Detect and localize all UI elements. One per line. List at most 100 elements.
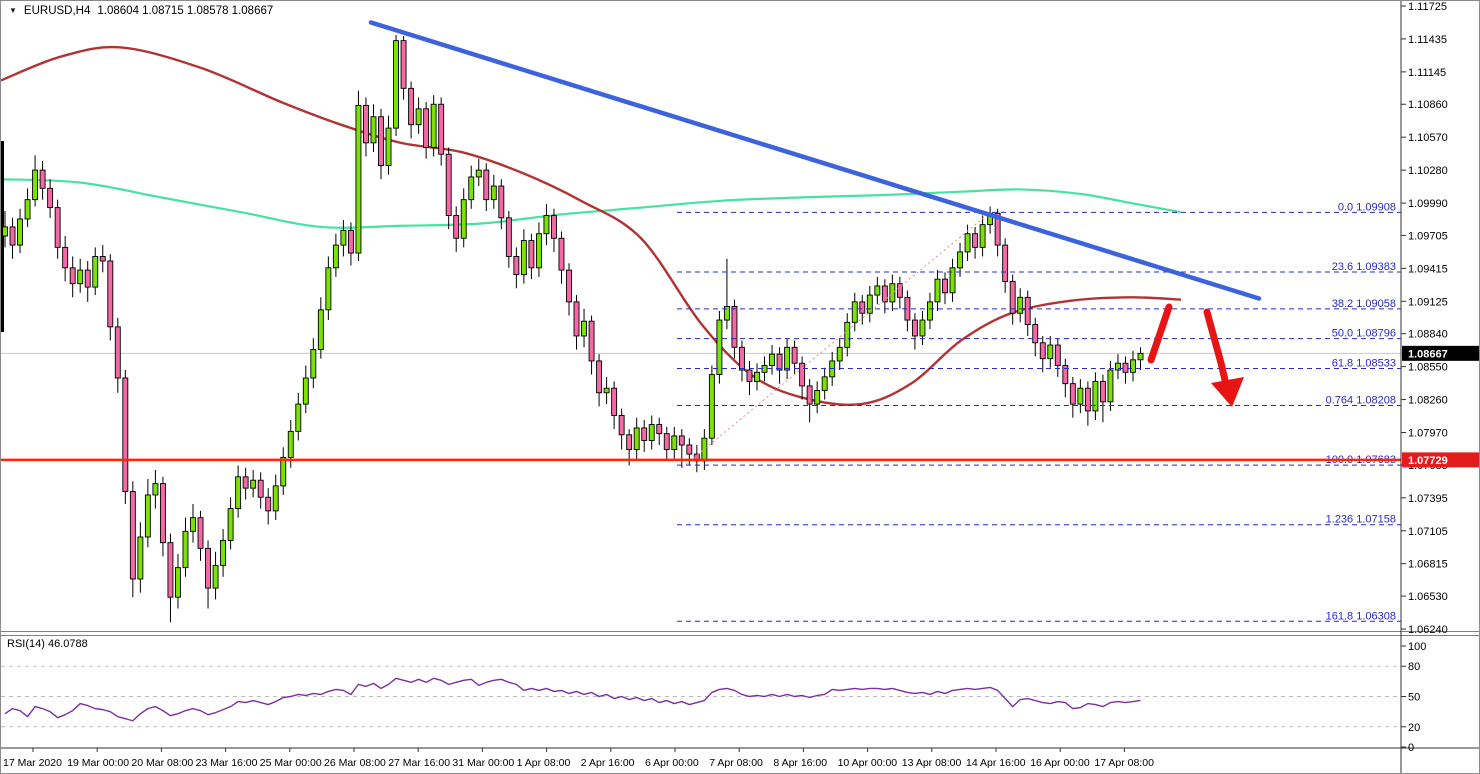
- candle-body: [423, 108, 430, 148]
- hline-price-badge: 1.07729: [1402, 452, 1479, 468]
- pane-splitter[interactable]: [1, 631, 1480, 632]
- candle-body: [69, 267, 76, 285]
- candle-body: [656, 424, 663, 435]
- candle-body: [663, 433, 670, 450]
- candle-body: [791, 346, 798, 364]
- price-tick-label: 1.09125: [1408, 296, 1448, 308]
- symbol-period-label: EURUSD,H4: [23, 5, 91, 17]
- candle-body: [355, 104, 362, 254]
- rsi-scale-label: 100: [1408, 641, 1426, 653]
- time-tick-label: 1 Apr 08:00: [517, 757, 571, 769]
- candle-body: [701, 437, 708, 462]
- price-tick-label: 1.07395: [1408, 493, 1448, 505]
- candle-body: [723, 305, 730, 321]
- candle-body: [265, 496, 272, 512]
- candle-body: [310, 349, 317, 379]
- candle-body: [295, 403, 302, 432]
- candle-body: [197, 517, 204, 549]
- price-tick-label: 1.09990: [1408, 198, 1448, 210]
- time-tick-label: 16 Apr 00:00: [1030, 757, 1090, 769]
- candle-body: [520, 240, 527, 276]
- candle-body: [325, 267, 332, 311]
- candle-body: [821, 376, 828, 391]
- rsi-scale-label: 80: [1408, 661, 1420, 673]
- candle-body: [641, 427, 648, 441]
- candle-body: [671, 435, 678, 450]
- candle-body: [535, 233, 542, 269]
- svg-text:1.08667: 1.08667: [1408, 348, 1448, 360]
- candle-body: [972, 233, 979, 248]
- candle-body: [866, 294, 873, 314]
- candle-body: [1122, 362, 1129, 373]
- time-tick-label: 17 Mar 2020: [3, 757, 62, 769]
- candle-body: [731, 305, 738, 348]
- price-tick-label: 1.11145: [1408, 67, 1446, 79]
- candle-body: [400, 40, 407, 89]
- candle-body: [483, 169, 490, 201]
- candle-body: [513, 255, 520, 276]
- candle-body: [212, 564, 219, 589]
- rsi-indicator-label: RSI(14) 46.0788: [7, 638, 88, 650]
- time-tick-label: 17 Apr 08:00: [1094, 757, 1154, 769]
- candle-body: [776, 353, 783, 371]
- candle-body: [648, 424, 655, 441]
- candle-body: [205, 547, 211, 589]
- candle-body: [453, 215, 460, 239]
- rsi-line: [4, 677, 1141, 722]
- candle-body: [393, 40, 399, 129]
- candle-body: [1017, 296, 1024, 314]
- price-axis[interactable]: 1.11725 1.11435 1.11145 1.10860 1.10570 1.102…: [1401, 1, 1448, 636]
- candle-body: [686, 444, 693, 455]
- candle-body: [190, 517, 196, 532]
- trendline[interactable]: [368, 20, 1262, 301]
- candle-body: [769, 353, 775, 366]
- time-tick-label: 31 Mar 00:00: [452, 757, 514, 769]
- arrow-annotation[interactable]: [1147, 303, 1244, 407]
- candles-layer: [2, 34, 1144, 623]
- price-tick-label: 1.10860: [1408, 99, 1448, 111]
- fib-retracement[interactable]: 0.0 1.09908 23.6 1.09383 38.2 1.09058 50.0 …: [677, 201, 1401, 622]
- fib-level-label: 0.764 1.08208: [1326, 394, 1396, 406]
- time-axis[interactable]: 17 Mar 2020 19 Mar 00:00 20 Mar 08:00 23 Ma…: [3, 748, 1154, 769]
- candle-body: [881, 285, 888, 303]
- time-tick-label: 10 Apr 00:00: [838, 757, 898, 769]
- candle-body: [806, 385, 813, 405]
- candle-body: [2, 226, 8, 237]
- candle-body: [588, 320, 595, 362]
- candle-body: [287, 430, 294, 458]
- candle-body: [378, 116, 384, 167]
- candle-body: [347, 229, 354, 254]
- candle-body: [1039, 342, 1046, 360]
- fib-level-label: 1.236 1.07158: [1326, 514, 1396, 526]
- candle-body: [129, 491, 136, 580]
- ma-teal-line: [1, 178, 1182, 229]
- candle-body: [1062, 365, 1069, 385]
- price-tick-label: 1.07105: [1408, 526, 1448, 538]
- chart-title: ▼ EURUSD,H4 1.08604 1.08715 1.08578 1.08…: [9, 5, 273, 17]
- candle-body: [836, 346, 843, 362]
- candle-body: [979, 224, 986, 248]
- candle-body: [9, 226, 16, 246]
- candle-body: [468, 176, 475, 201]
- symbol-dropdown-icon[interactable]: ▼: [9, 6, 17, 15]
- candle-body: [1009, 280, 1016, 314]
- ma-red-line: [1, 45, 1182, 406]
- candle-body: [964, 233, 971, 253]
- candle-body: [107, 260, 114, 328]
- fib-anchor-line: [681, 211, 991, 469]
- candle-body: [460, 199, 467, 239]
- time-tick-label: 13 Apr 08:00: [902, 757, 962, 769]
- candle-body: [626, 434, 633, 450]
- candle-body: [1032, 324, 1039, 344]
- candle-body: [220, 539, 227, 566]
- candle-body: [415, 108, 422, 126]
- fib-level-label: 161.8 1.06308: [1326, 610, 1396, 622]
- pane-splitter[interactable]: [1, 635, 1480, 636]
- candle-body: [340, 229, 347, 246]
- candle-body: [250, 479, 257, 489]
- candle-body: [633, 427, 640, 450]
- candle-body: [851, 301, 858, 323]
- time-tick-label: 2 Apr 16:00: [581, 757, 635, 769]
- candle-body: [746, 369, 753, 382]
